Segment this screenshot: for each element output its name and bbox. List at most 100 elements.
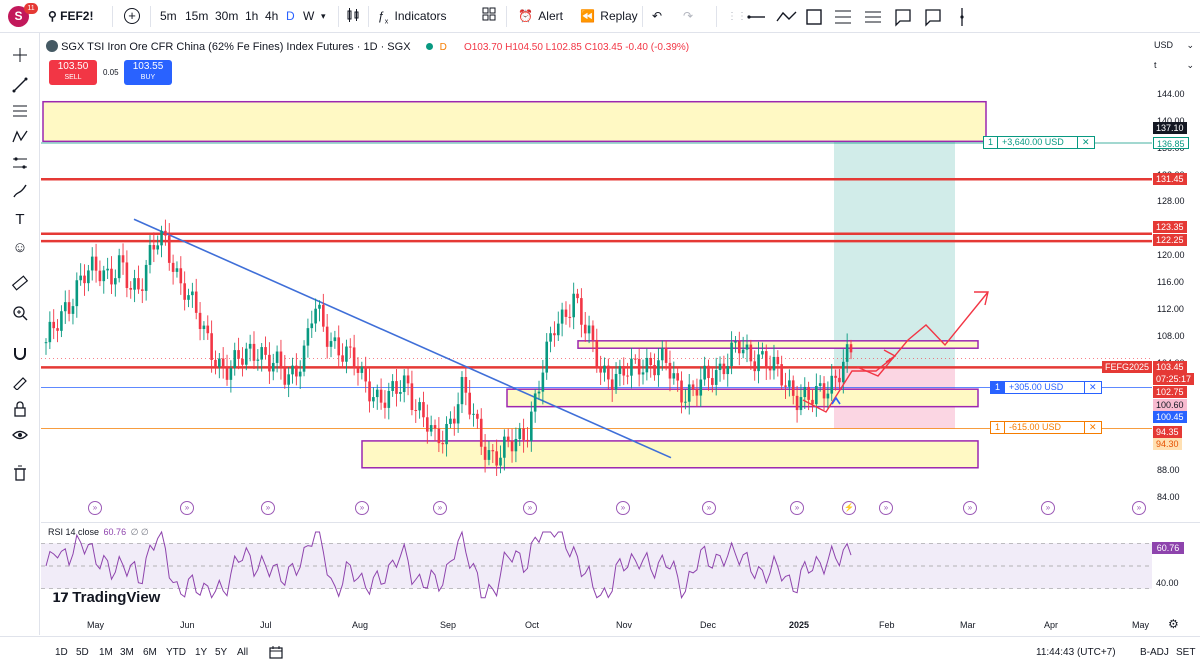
price-tick-label: 108.00 — [1157, 330, 1185, 341]
tradingview-watermark[interactable]: 𝟭𝟳 TradingView — [52, 589, 160, 606]
position-order-label[interactable]: 1 +3,640.00 USD ✕ — [983, 136, 1095, 150]
callout-icon[interactable] — [895, 9, 911, 27]
patterns-icon[interactable] — [8, 125, 32, 149]
candle-body — [676, 373, 679, 381]
replay-button[interactable]: ⏪ Replay — [580, 7, 638, 26]
dividend-event-icon[interactable]: » — [261, 501, 275, 515]
dividend-event-icon[interactable]: » — [616, 501, 630, 515]
fib-retracement-icon[interactable] — [835, 10, 851, 24]
dividend-event-icon[interactable]: » — [702, 501, 716, 515]
tf-4h[interactable]: 4h — [265, 9, 279, 23]
layouts-icon[interactable] — [482, 7, 496, 26]
range-button-1y[interactable]: 1Y — [195, 647, 208, 658]
lock-icon[interactable] — [8, 397, 32, 421]
candle-body — [333, 337, 337, 342]
indicators-button[interactable]: ƒx Indicators — [378, 7, 447, 26]
user-avatar[interactable]: S — [8, 6, 29, 27]
range-button-1m[interactable]: 1M — [99, 647, 113, 658]
emoji-icon[interactable]: ☺ — [12, 238, 28, 256]
clock-timezone[interactable]: 11:44:43 (UTC+7) — [1036, 647, 1116, 658]
rectangle-icon[interactable] — [806, 9, 822, 25]
position-order-label[interactable]: 1 -615.00 USD ✕ — [990, 421, 1102, 435]
projection-arrow-short — [802, 355, 896, 413]
earnings-flash-icon[interactable]: ⚡ — [842, 501, 856, 515]
candle-body — [406, 375, 410, 384]
buy-button[interactable]: 103.55 BUY — [124, 60, 172, 85]
range-button-5d[interactable]: 5D — [76, 647, 89, 658]
price-tick-label: 116.00 — [1157, 277, 1184, 288]
sell-label: SELL — [64, 74, 82, 81]
dividend-event-icon[interactable]: » — [180, 501, 194, 515]
projection-icon[interactable] — [8, 151, 32, 175]
candle-body — [745, 344, 749, 350]
currency-selector[interactable]: USD ⌄ — [1154, 40, 1196, 54]
fib-tools-icon[interactable] — [8, 99, 32, 123]
calendar-icon[interactable] — [268, 644, 284, 665]
trend-line-icon[interactable] — [8, 73, 32, 97]
avatar-letter: S — [14, 9, 23, 23]
drag-handle-icon[interactable]: ⋮⋮ — [727, 11, 747, 22]
redo-icon[interactable]: ↷ — [683, 9, 694, 23]
dividend-event-icon[interactable]: » — [1041, 501, 1055, 515]
badj-toggle[interactable]: B-ADJ — [1140, 647, 1169, 658]
dividend-event-icon[interactable]: » — [1132, 501, 1146, 515]
rsi-label[interactable]: RSI 14 close — [48, 527, 100, 537]
candle-body — [657, 360, 660, 376]
symbol-search[interactable]: ⚲ FEF2! — [48, 7, 93, 26]
comment-icon[interactable] — [925, 9, 941, 27]
compare-add-button[interactable]: + — [124, 8, 140, 24]
legend-title[interactable]: SGX TSI Iron Ore CFR China (62% Fe Fines… — [61, 41, 411, 53]
dividend-event-icon[interactable]: » — [433, 501, 447, 515]
tf-d[interactable]: D — [286, 9, 295, 23]
rsi-pane-divider[interactable] — [41, 522, 1200, 523]
candles-icon[interactable] — [346, 7, 360, 26]
dividend-event-icon[interactable]: » — [790, 501, 804, 515]
chevron-down-icon[interactable]: ▾ — [321, 11, 326, 21]
text-tool-icon[interactable]: T — [15, 210, 25, 228]
tf-w[interactable]: W — [303, 9, 315, 23]
range-button-all[interactable]: All — [237, 647, 249, 658]
rsi-chart[interactable] — [41, 523, 1152, 611]
zoom-in-icon[interactable] — [8, 301, 32, 325]
position-order-label[interactable]: 1 +305.00 USD ✕ — [990, 380, 1102, 394]
candle-body — [198, 312, 202, 330]
dividend-event-icon[interactable]: » — [963, 501, 977, 515]
range-button-1d[interactable]: 1D — [55, 647, 68, 658]
close-icon[interactable]: ✕ — [1084, 422, 1101, 434]
undo-icon[interactable]: ↶ — [652, 9, 663, 23]
candle-body — [229, 368, 233, 380]
trash-icon[interactable] — [8, 461, 32, 485]
dividend-event-icon[interactable]: » — [879, 501, 893, 515]
crosshair-icon[interactable] — [8, 43, 32, 67]
dividend-event-icon[interactable]: » — [88, 501, 102, 515]
session-toggle[interactable]: SET — [1176, 647, 1196, 658]
ruler-icon[interactable] — [8, 271, 32, 295]
time-axis[interactable]: May Jun Jul Aug Sep Oct Nov Dec 2025 Feb Mar Apr May — [41, 611, 1152, 635]
settings-gear-icon[interactable]: ⚙ — [1168, 617, 1179, 631]
dividend-event-icon[interactable]: » — [523, 501, 537, 515]
range-button-ytd[interactable]: YTD — [166, 647, 186, 658]
close-icon[interactable]: ✕ — [1084, 381, 1101, 393]
range-button-6m[interactable]: 6M — [143, 647, 157, 658]
search-icon: ⚲ — [48, 9, 57, 23]
lock-drawing-icon[interactable] — [8, 369, 32, 393]
close-icon[interactable]: ✕ — [1077, 137, 1094, 149]
price-chart[interactable] — [41, 80, 1152, 522]
magnet-icon[interactable] — [8, 341, 32, 365]
range-button-5y[interactable]: 5Y — [215, 647, 228, 658]
unit-selector[interactable]: t ⌄ — [1154, 60, 1196, 74]
brush-icon[interactable] — [8, 179, 32, 203]
tf-15m[interactable]: 15m — [185, 9, 209, 23]
sell-button[interactable]: 103.50 SELL — [49, 60, 97, 85]
polyline-icon[interactable] — [776, 11, 797, 22]
horizontal-line-icon[interactable] — [747, 15, 765, 19]
parallel-channel-icon[interactable] — [865, 11, 881, 23]
vertical-line-icon[interactable] — [960, 8, 964, 26]
alert-button[interactable]: ⏰ Alert — [518, 7, 563, 26]
tf-30m[interactable]: 30m — [215, 9, 239, 23]
eye-icon[interactable] — [8, 423, 32, 447]
tf-5m[interactable]: 5m — [160, 9, 177, 23]
dividend-event-icon[interactable]: » — [355, 501, 369, 515]
tf-1h[interactable]: 1h — [245, 9, 259, 23]
range-button-3m[interactable]: 3M — [120, 647, 134, 658]
